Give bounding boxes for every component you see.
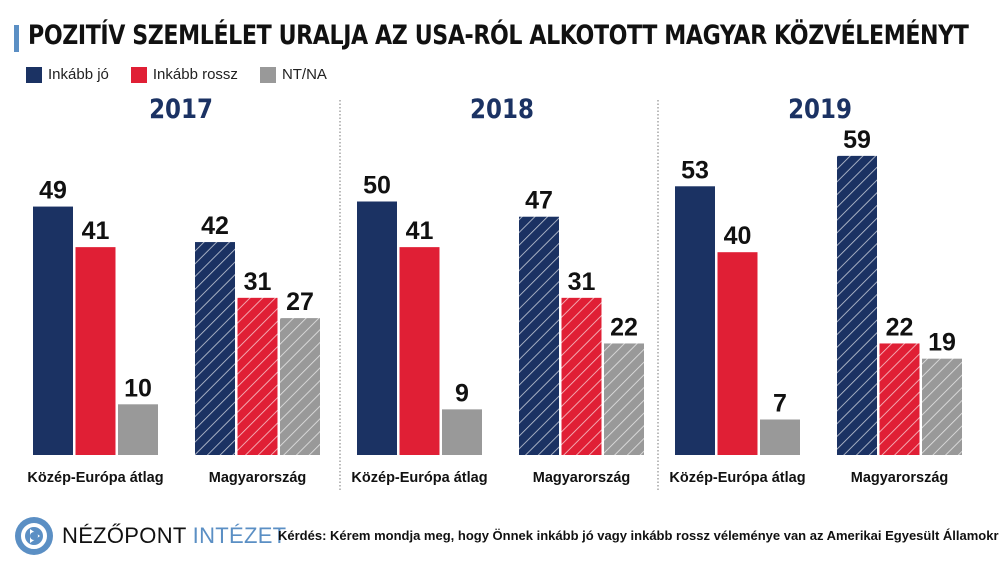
- data-label: 59: [843, 126, 871, 154]
- bar: [399, 247, 440, 455]
- bar: [879, 343, 920, 455]
- year-label: 2017: [149, 93, 213, 124]
- bar: [280, 318, 320, 455]
- legend-item-inkabb-jo: Inkább jó: [26, 66, 109, 83]
- year-label: 2018: [470, 93, 534, 124]
- bar: [33, 206, 73, 455]
- title-accent-bar: [14, 25, 19, 52]
- bar: [922, 358, 962, 455]
- data-label: 53: [681, 156, 709, 184]
- data-label: 31: [568, 268, 596, 296]
- legend-item-nt-na: NT/NA: [259, 66, 327, 83]
- bar: [519, 216, 559, 455]
- data-label: 10: [124, 374, 152, 402]
- bar: [760, 419, 800, 455]
- logo-icon: [15, 517, 53, 555]
- data-label: 40: [724, 222, 752, 250]
- bar: [357, 201, 397, 455]
- category-label: Magyarország: [533, 470, 631, 486]
- bar: [675, 186, 715, 456]
- survey-question: Kérdés: Kérem mondja meg, hogy Önnek ink…: [278, 528, 999, 543]
- bar: [561, 297, 602, 455]
- category-label: Közép-Európa átlag: [351, 470, 487, 486]
- data-label: 41: [82, 217, 110, 245]
- bar: [75, 247, 116, 455]
- data-label: 50: [363, 172, 391, 200]
- data-label: 42: [201, 212, 229, 240]
- data-label: 41: [406, 217, 434, 245]
- legend-label: Inkább rossz: [152, 66, 238, 83]
- logo-text-2: INTÉZET: [192, 523, 287, 548]
- chart-title: POZITÍV SZEMLÉLET URALJA AZ USA-RÓL ALKO…: [28, 20, 969, 51]
- legend-item-inkabb-rossz: Inkább rossz: [130, 66, 238, 83]
- bar: [837, 155, 877, 455]
- data-label: 47: [525, 187, 553, 215]
- category-label: Magyarország: [851, 470, 949, 486]
- data-label: 19: [928, 329, 956, 357]
- data-label: 22: [610, 313, 638, 341]
- data-label: 49: [39, 177, 67, 205]
- year-label: 2019: [788, 93, 852, 124]
- bar: [195, 242, 235, 455]
- bar: [604, 343, 644, 455]
- category-label: Közép-Európa átlag: [669, 470, 805, 486]
- bar: [118, 404, 158, 455]
- data-label: 9: [455, 379, 469, 407]
- legend-swatch: [130, 66, 147, 83]
- legend-swatch: [259, 66, 276, 83]
- bar: [237, 297, 278, 455]
- bar: [442, 409, 482, 455]
- bar: [717, 252, 758, 455]
- logo-text-1: NÉZŐPONT: [62, 523, 187, 548]
- legend-label: Inkább jó: [48, 66, 109, 83]
- data-label: 27: [286, 288, 314, 316]
- legend-swatch: [26, 66, 42, 83]
- category-label: Közép-Európa átlag: [27, 470, 163, 486]
- data-label: 7: [773, 390, 787, 418]
- legend-label: NT/NA: [281, 66, 327, 83]
- legend: Inkább jó Inkább rossz NT/NA: [26, 66, 327, 83]
- data-label: 22: [886, 313, 914, 341]
- nezopont-logo: NÉZŐPONT INTÉZET: [14, 516, 286, 556]
- category-label: Magyarország: [209, 470, 307, 486]
- data-label: 31: [244, 268, 272, 296]
